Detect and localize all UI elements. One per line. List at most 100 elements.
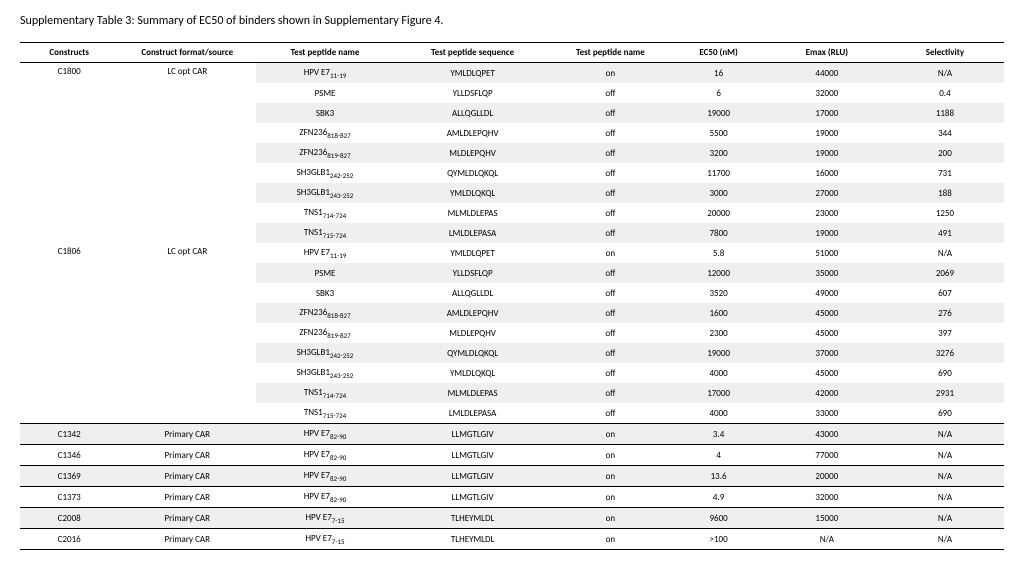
emax-cell: 33000 <box>768 403 886 424</box>
selectivity-cell: 276 <box>886 303 1004 323</box>
emax-cell: 45000 <box>768 363 886 383</box>
sequence-cell: QYMLDLQKQL <box>394 343 551 363</box>
onoff-cell: on <box>551 424 669 445</box>
onoff-cell: on <box>551 243 669 263</box>
emax-cell: N/A <box>768 529 886 550</box>
header-row: Constructs Construct format/source Test … <box>20 43 1004 63</box>
onoff-cell: on <box>551 508 669 529</box>
sequence-cell: YLLDSFLQP <box>394 263 551 283</box>
peptide-name: SBK3 <box>256 283 394 303</box>
ec50-cell: 12000 <box>669 263 767 283</box>
source-cell: Primary CAR <box>118 424 256 445</box>
selectivity-cell: 188 <box>886 183 1004 203</box>
table-row: C1342Primary CARHPV E782-90LLMGTLGIVon3.… <box>20 424 1004 445</box>
source-cell: Primary CAR <box>118 466 256 487</box>
ec50-cell: 1600 <box>669 303 767 323</box>
onoff-cell: off <box>551 403 669 424</box>
ec50-cell: 17000 <box>669 383 767 403</box>
peptide-name: HPV E782-90 <box>256 424 394 445</box>
onoff-cell: on <box>551 487 669 508</box>
peptide-name: HPV E77-15 <box>256 529 394 550</box>
selectivity-cell: N/A <box>886 63 1004 84</box>
peptide-name: HPV E711-19 <box>256 243 394 263</box>
sequence-cell: MLDLEPQHV <box>394 323 551 343</box>
emax-cell: 43000 <box>768 424 886 445</box>
peptide-name: ZFN236819-827 <box>256 143 394 163</box>
sequence-cell: AMLDLEPQHV <box>394 123 551 143</box>
ec50-cell: 6 <box>669 83 767 103</box>
emax-cell: 20000 <box>768 466 886 487</box>
peptide-name: ZFN236818-827 <box>256 303 394 323</box>
onoff-cell: on <box>551 445 669 466</box>
table-row: C1800LC opt CARHPV E711-19YMLDLQPETon164… <box>20 63 1004 84</box>
sequence-cell: YLLDSFLQP <box>394 83 551 103</box>
emax-cell: 49000 <box>768 283 886 303</box>
emax-cell: 19000 <box>768 123 886 143</box>
ec50-cell: >100 <box>669 529 767 550</box>
ec50-cell: 13.6 <box>669 466 767 487</box>
ec50-cell: 16 <box>669 63 767 84</box>
emax-cell: 44000 <box>768 63 886 84</box>
emax-cell: 19000 <box>768 223 886 243</box>
emax-cell: 35000 <box>768 263 886 283</box>
selectivity-cell: 2931 <box>886 383 1004 403</box>
selectivity-cell: 1188 <box>886 103 1004 123</box>
peptide-name: SH3GLB1243-252 <box>256 183 394 203</box>
sequence-cell: QYMLDLQKQL <box>394 163 551 183</box>
ec50-cell: 20000 <box>669 203 767 223</box>
sequence-cell: LLMGTLGIV <box>394 445 551 466</box>
onoff-cell: on <box>551 63 669 84</box>
emax-cell: 45000 <box>768 323 886 343</box>
ec50-cell: 3.4 <box>669 424 767 445</box>
peptide-name: ZFN236819-827 <box>256 323 394 343</box>
peptide-name: HPV E77-15 <box>256 508 394 529</box>
emax-cell: 32000 <box>768 487 886 508</box>
source-cell: Primary CAR <box>118 445 256 466</box>
construct-cell: C1373 <box>20 487 118 508</box>
ec50-cell: 11700 <box>669 163 767 183</box>
sequence-cell: AMLDLEPQHV <box>394 303 551 323</box>
ec50-cell: 4 <box>669 445 767 466</box>
ec50-cell: 5500 <box>669 123 767 143</box>
col-peptide-name2: Test peptide name <box>551 43 669 63</box>
selectivity-cell: N/A <box>886 466 1004 487</box>
ec50-cell: 19000 <box>669 343 767 363</box>
onoff-cell: on <box>551 466 669 487</box>
sequence-cell: LLMGTLGIV <box>394 487 551 508</box>
emax-cell: 16000 <box>768 163 886 183</box>
selectivity-cell: 344 <box>886 123 1004 143</box>
emax-cell: 19000 <box>768 143 886 163</box>
sequence-cell: ALLQGLLDL <box>394 103 551 123</box>
selectivity-cell: N/A <box>886 424 1004 445</box>
table-row: C2016Primary CARHPV E77-15TLHEYMLDLon>10… <box>20 529 1004 550</box>
construct-cell: C1369 <box>20 466 118 487</box>
peptide-name: TNS1714-724 <box>256 203 394 223</box>
data-table: Constructs Construct format/source Test … <box>20 42 1004 550</box>
source-cell: LC opt CAR <box>118 243 256 424</box>
sequence-cell: MLMLDLEPAS <box>394 383 551 403</box>
ec50-cell: 7800 <box>669 223 767 243</box>
emax-cell: 17000 <box>768 103 886 123</box>
selectivity-cell: 200 <box>886 143 1004 163</box>
emax-cell: 23000 <box>768 203 886 223</box>
emax-cell: 32000 <box>768 83 886 103</box>
selectivity-cell: N/A <box>886 529 1004 550</box>
table-row: C1373Primary CARHPV E782-90LLMGTLGIVon4.… <box>20 487 1004 508</box>
onoff-cell: off <box>551 183 669 203</box>
col-source: Construct format/source <box>118 43 256 63</box>
ec50-cell: 3000 <box>669 183 767 203</box>
selectivity-cell: 607 <box>886 283 1004 303</box>
peptide-name: TNS1715-724 <box>256 223 394 243</box>
peptide-name: HPV E782-90 <box>256 466 394 487</box>
onoff-cell: on <box>551 529 669 550</box>
peptide-name: PSME <box>256 83 394 103</box>
col-selectivity: Selectivity <box>886 43 1004 63</box>
ec50-cell: 3520 <box>669 283 767 303</box>
onoff-cell: off <box>551 163 669 183</box>
onoff-cell: off <box>551 383 669 403</box>
table-row: C1806LC opt CARHPV E711-19YMLDLQPETon5.8… <box>20 243 1004 263</box>
ec50-cell: 5.8 <box>669 243 767 263</box>
construct-cell: C1342 <box>20 424 118 445</box>
source-cell: LC opt CAR <box>118 63 256 244</box>
col-peptide-seq: Test peptide sequence <box>394 43 551 63</box>
